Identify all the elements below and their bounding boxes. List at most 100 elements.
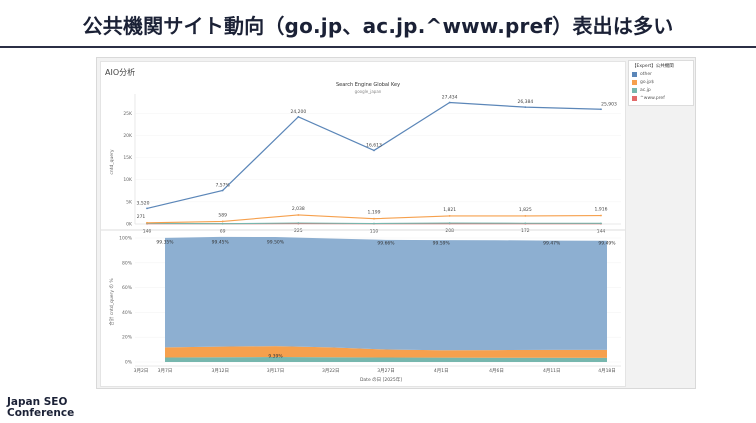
y-tick-label: 15K	[123, 155, 133, 161]
legend-swatch	[632, 80, 637, 85]
data-point	[600, 108, 602, 111]
data-label: 3,520	[137, 200, 150, 206]
data-label: 1,916	[595, 207, 608, 213]
data-point	[524, 222, 527, 225]
x-tick-label: 3月12日	[211, 368, 229, 374]
data-point	[524, 106, 527, 109]
chart-title: Search Engine Global Key	[336, 82, 400, 88]
data-label: 27,434	[442, 95, 458, 101]
area-data-label: 99.50%	[267, 239, 285, 245]
area-data-label: 99.35%	[156, 239, 174, 245]
area-data-label: 99.47%	[543, 241, 561, 247]
data-label: 24,200	[290, 109, 306, 115]
legend-item-www-pref[interactable]: ^www.pref	[632, 95, 665, 102]
dashboard-screenshot: AIO分析 Search Engine Global Key google_jap…	[96, 57, 696, 389]
data-label: 225	[294, 228, 303, 234]
data-point	[297, 222, 300, 224]
x-tick-label: 3月7日	[158, 368, 173, 374]
data-point	[600, 222, 602, 225]
legend-swatch	[632, 96, 637, 101]
brand-line-2: Conference	[7, 407, 75, 419]
data-point	[600, 214, 602, 217]
x-tick-label: 4月18日	[598, 368, 616, 374]
y-tick-label: 20%	[122, 335, 133, 341]
y-tick-label: 40%	[122, 310, 133, 316]
data-label: 69	[220, 229, 226, 235]
x-tick-label: 4月6日	[489, 368, 504, 374]
data-label: 589	[218, 212, 227, 218]
data-label: 208	[445, 228, 454, 234]
data-point	[448, 222, 451, 224]
data-point	[448, 215, 451, 217]
data-point	[221, 222, 224, 225]
data-point	[146, 221, 148, 224]
data-point	[373, 222, 375, 225]
area-data-label: 9.39%	[268, 354, 283, 360]
title-divider	[0, 46, 756, 48]
y-tick-label: 60%	[122, 285, 133, 291]
data-point	[146, 207, 148, 210]
legend-item-other[interactable]: other	[632, 71, 652, 78]
y-tick-label: 0K	[126, 222, 133, 228]
y-axis-label: cntd_query	[109, 149, 115, 175]
workspace-title: AIO分析	[105, 68, 136, 77]
data-label: 1,199	[368, 210, 381, 216]
data-point	[221, 189, 224, 192]
x-tick-label: 3月17日	[267, 368, 285, 374]
y-tick-label: 10K	[123, 177, 133, 183]
data-label: 7,57%	[216, 182, 231, 188]
legend-title: 【Expert】公共機関	[632, 64, 674, 69]
data-point	[373, 217, 375, 220]
data-point	[524, 215, 527, 217]
legend-label: go.jp$	[640, 80, 654, 85]
area-data-label: 99.45%	[212, 239, 230, 245]
area-band-other	[165, 236, 607, 351]
data-label: 16,613	[366, 142, 382, 148]
area-band-gojp	[165, 346, 607, 358]
data-point	[297, 214, 300, 216]
data-point	[373, 149, 375, 152]
x-tick-label: 3月2日	[134, 368, 149, 374]
data-label: 1,821	[443, 207, 456, 213]
data-label: 172	[521, 228, 530, 234]
y-tick-label: 20K	[123, 133, 133, 139]
y-tick-label: 0%	[125, 360, 133, 366]
y-tick-label: 80%	[122, 260, 133, 266]
slide-title: 公共機関サイト動向（go.jp、ac.jp.^www.pref）表出は多い	[82, 14, 674, 38]
legend-item-ac-jp[interactable]: ac.jp	[632, 87, 651, 94]
y-axis-label: 合計 cntd_query の %	[108, 278, 115, 326]
data-label: 26,384	[517, 99, 533, 105]
chart-workspace: AIO分析 Search Engine Global Key google_jap…	[100, 61, 626, 387]
data-label: 144	[597, 228, 606, 234]
area-data-label: 99.66%	[377, 241, 395, 247]
legend-label: ac.jp	[640, 88, 651, 93]
x-axis-label: Date の日 [2025年]	[360, 376, 402, 383]
x-tick-label: 4月1日	[434, 368, 449, 374]
x-tick-label: 3月27日	[377, 368, 395, 374]
legend-panel[interactable]: 【Expert】公共機関 other go.jp$ ac.jp ^www.pre…	[628, 60, 694, 106]
series-line-other	[146, 101, 602, 209]
conference-logo: Japan SEO Conference	[7, 397, 74, 419]
area-data-label: 99.49%	[598, 241, 616, 247]
data-label: 110	[370, 229, 379, 235]
chart-subtitle: google_japan	[355, 89, 382, 94]
data-label: 271	[137, 214, 146, 220]
legend-swatch	[632, 72, 637, 77]
legend-item-go-jp[interactable]: go.jp$	[632, 79, 654, 86]
y-tick-label: 100%	[119, 236, 133, 242]
x-tick-label: 4月11日	[543, 368, 561, 374]
area-data-label: 99.59%	[433, 241, 451, 247]
data-point	[297, 115, 300, 118]
legend-label: other	[640, 72, 652, 77]
data-label: 1,825	[519, 207, 532, 213]
data-label: 25,903	[601, 101, 617, 107]
y-tick-label: 25K	[123, 111, 133, 117]
data-point	[448, 101, 451, 104]
data-label: 146	[143, 228, 152, 234]
data-label: 2,038	[292, 206, 305, 212]
data-point	[221, 220, 224, 223]
area-band-acjp	[165, 357, 607, 362]
y-tick-label: 5K	[126, 199, 133, 205]
x-tick-label: 3月22日	[322, 368, 340, 374]
